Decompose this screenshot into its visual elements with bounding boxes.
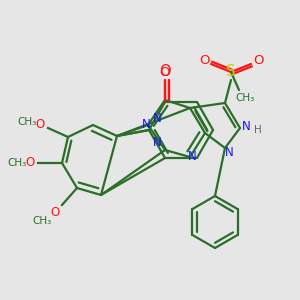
Text: O: O: [199, 53, 209, 67]
Text: N: N: [142, 118, 150, 131]
Text: N: N: [153, 136, 161, 148]
Text: S: S: [226, 64, 236, 80]
Text: O: O: [253, 53, 263, 67]
Text: H: H: [254, 125, 262, 135]
Text: CH₃: CH₃: [236, 93, 255, 103]
Text: CH₃: CH₃: [32, 216, 52, 226]
Text: N: N: [153, 112, 161, 124]
Text: O: O: [160, 65, 170, 79]
Text: O: O: [159, 64, 171, 80]
Text: CH₃: CH₃: [8, 158, 27, 168]
Text: N: N: [242, 119, 250, 133]
Text: O: O: [35, 118, 45, 131]
Text: N: N: [188, 151, 196, 164]
Text: CH₃: CH₃: [17, 117, 37, 127]
Text: O: O: [26, 157, 34, 169]
Text: O: O: [50, 206, 60, 220]
Text: N: N: [225, 146, 233, 158]
